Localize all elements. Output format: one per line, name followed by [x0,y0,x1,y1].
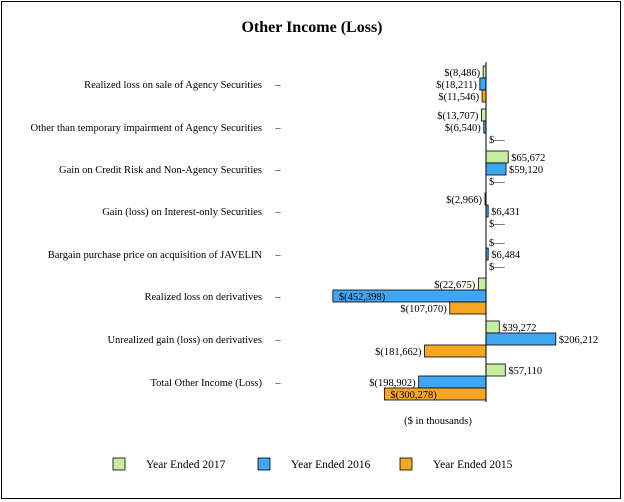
value-label: $39,272 [502,323,536,334]
category-label: Total Other Income (Loss) [150,378,262,389]
value-label: $— [489,262,505,273]
legend-label: Year Ended 2016 [291,459,371,471]
value-label: $6,431 [491,207,520,218]
bars [332,65,557,401]
category-dash: – [274,207,281,218]
category-dash: – [274,250,281,261]
value-label: $(107,070) [400,304,447,315]
legend-swatch [257,457,271,471]
bar [480,108,487,122]
value-label: $6,484 [491,250,521,261]
chart-title: Other Income (Loss) [241,19,382,36]
category-dash: – [274,292,281,303]
value-label: $(181,662) [375,347,422,358]
value-label: $59,120 [509,165,543,176]
category-label: Realized loss on derivatives [144,292,262,303]
value-label: $(2,966) [446,195,482,206]
category-label: Realized loss on sale of Agency Securiti… [84,80,262,91]
value-label: $(452,398) [339,292,386,303]
value-label: $(22,675) [434,280,476,291]
value-label: $(198,902) [369,378,416,389]
legend-swatch [112,457,126,471]
category-dash: – [274,378,281,389]
x-axis-label: ($ in thousands) [404,416,472,427]
category-label: Other than temporary impairment of Agenc… [30,123,262,134]
bar [485,162,507,176]
category-labels: Realized loss on sale of Agency Securiti… [30,80,281,389]
category-dash: – [274,165,281,176]
category-dash: – [274,335,281,346]
value-label: $— [489,238,505,249]
bar [481,89,487,103]
value-label: $— [489,219,505,230]
value-label: $65,672 [511,153,545,164]
bar [485,150,509,164]
category-label: Gain (loss) on Interest-only Securities [102,207,262,218]
value-labels: $(8,486)$(18,211)$(11,546) $(13,707)$(6,5… [339,68,598,401]
bar [485,320,500,334]
value-label: $57,110 [508,366,542,377]
value-label: $(11,546) [438,92,479,103]
category-dash: – [274,80,281,91]
value-label: $(13,707) [437,111,479,122]
bar [424,344,487,358]
bar [418,375,487,389]
bar [485,332,557,346]
bar [477,277,487,291]
category-label: Bargain purchase price on acquisition of… [48,250,263,261]
value-label: $— [489,135,505,146]
value-label: $206,212 [559,335,598,346]
category-label: Gain on Credit Risk and Non-Agency Secur… [59,165,262,176]
legend: Year Ended 2017 Year Ended 2016 Year Ended… [112,457,513,471]
category-dash: – [274,123,281,134]
value-label: $(8,486) [444,68,480,79]
legend-swatch [399,457,413,471]
category-label: Unrealized gain (loss) on derivatives [107,335,262,346]
legend-label: Year Ended 2015 [433,459,513,471]
bar [449,301,487,315]
bar [485,363,506,377]
value-label: $(300,278) [390,390,437,401]
value-label: $(6,540) [445,123,481,134]
value-label: $(18,211) [436,80,477,91]
bar [479,77,487,91]
value-label: $— [489,177,505,188]
legend-label: Year Ended 2017 [146,459,226,471]
